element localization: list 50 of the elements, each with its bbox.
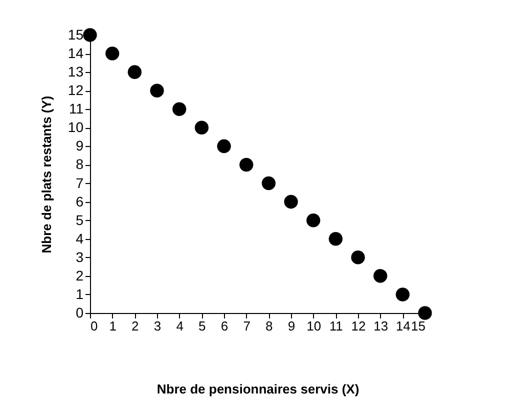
point: [150, 84, 164, 98]
x-tick-label: 8: [266, 318, 273, 334]
x-tick-label: 4: [176, 318, 184, 334]
x-tick-label: 12: [351, 318, 366, 334]
y-tick-label: 0: [76, 304, 84, 320]
x-axis-title: Nbre de pensionnaires servis (X): [156, 382, 360, 396]
y-tick-label: 6: [76, 193, 84, 210]
point: [396, 288, 410, 302]
y-tick-label: 2: [76, 267, 84, 284]
x-tick-label: 9: [288, 318, 296, 334]
x-tick-label: 6: [220, 318, 228, 334]
y-tick-label: 5: [76, 212, 84, 228]
y-tick-label: 15: [68, 26, 84, 42]
point: [262, 176, 276, 190]
y-tick-label: 11: [68, 100, 84, 117]
point: [306, 213, 320, 228]
point: [172, 102, 186, 116]
x-tick-label: 1: [109, 318, 116, 334]
y-tick-label: 10: [68, 119, 84, 136]
y-tick-label: 12: [68, 82, 84, 98]
y-tick-label: 8: [76, 156, 84, 172]
point: [328, 232, 343, 246]
y-tick-label: 7: [76, 174, 84, 191]
point: [239, 158, 254, 172]
x-tick-label: 10: [306, 318, 322, 334]
x-tick-label: 0: [90, 318, 98, 334]
y-tick-label: 4: [76, 230, 84, 246]
point: [105, 46, 120, 60]
point: [373, 269, 388, 283]
point: [194, 120, 209, 135]
x-tick-label: 13: [374, 318, 388, 334]
y-tick-label: 9: [76, 138, 84, 154]
y-tick-label: 1: [76, 286, 84, 302]
x-tick-label: 5: [198, 318, 206, 334]
y-tick-label: 3: [76, 248, 84, 265]
point: [418, 306, 432, 320]
point: [351, 250, 365, 264]
y-tick-label: 14: [68, 45, 84, 62]
x-tick-label: 14: [396, 318, 410, 334]
point: [128, 65, 142, 79]
y-tick-label: 13: [68, 64, 84, 80]
point: [217, 139, 231, 154]
x-tick-label: 7: [243, 318, 250, 334]
x-tick-label: 15: [411, 318, 426, 334]
x-tick-label: 2: [132, 318, 139, 334]
point: [83, 28, 97, 42]
y-axis-title: Nbre de plats restants (Y): [38, 96, 54, 254]
x-tick-label: 11: [329, 318, 343, 334]
point: [284, 194, 298, 209]
x-tick-label: 3: [154, 318, 162, 334]
